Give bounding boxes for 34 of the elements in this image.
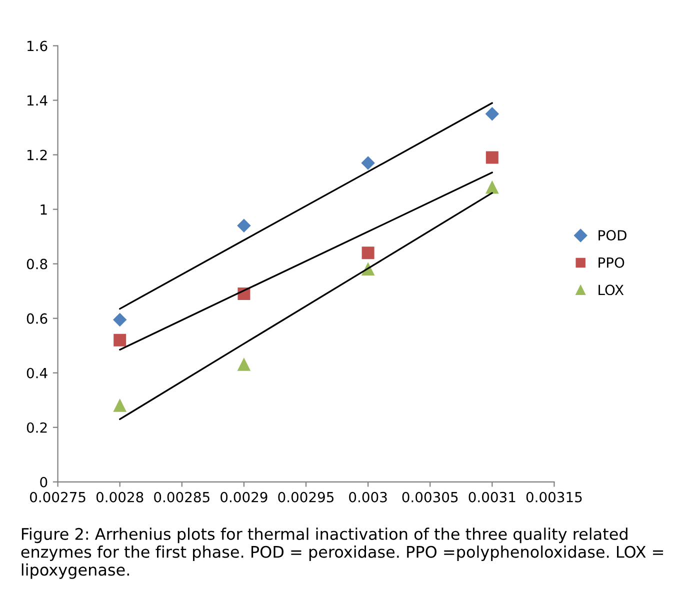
- caption: Figure 2: Arrhenius plots for thermal inactivation of the three quality related enzymes for the first phase. POD = peroxidase. PPO =polyphenoloxidase. LOX = lipoxygenase.: [21, 528, 664, 579]
- y-tick-label: 1.6: [28, 40, 48, 52]
- y-tick-label: 1.4: [28, 95, 48, 106]
- y-tick-label: 0.8: [26, 258, 48, 270]
- point: [113, 313, 126, 326]
- x-tick-label: 0.00285: [154, 492, 210, 502]
- y-tick-label: 0.2: [26, 422, 47, 433]
- point: [362, 246, 374, 260]
- point: [238, 358, 250, 371]
- x-tick-label: 0.003: [349, 492, 387, 502]
- point: [486, 181, 498, 194]
- line-series: [119, 102, 493, 310]
- legend-label: LOX: [598, 284, 624, 296]
- x-tick-label: 0.0029: [220, 492, 268, 502]
- point: [114, 334, 126, 346]
- line-series: [119, 172, 493, 351]
- y-tick-label: 0.6: [26, 313, 48, 324]
- x-tick-label: 0.0031: [468, 492, 516, 502]
- x-tick-label: 0.00305: [402, 492, 458, 502]
- x-tick-label: 0.00295: [278, 492, 334, 502]
- point: [237, 219, 251, 232]
- x-tick-label: 0.0028: [96, 492, 144, 502]
- legend-label: PPO: [598, 257, 624, 268]
- legend-label: POD: [598, 230, 626, 241]
- point: [114, 399, 126, 412]
- y-tick-label: 1: [40, 204, 47, 215]
- y-tick-label: 0.4: [26, 368, 48, 378]
- x-tick-label: 0.00315: [526, 492, 582, 502]
- y-tick-label: 1.2: [28, 150, 47, 160]
- y-tick-label: 0: [40, 476, 48, 488]
- x-tick-label: 0.00275: [30, 492, 86, 502]
- point: [361, 156, 375, 170]
- point: [486, 107, 499, 120]
- point: [486, 151, 498, 164]
